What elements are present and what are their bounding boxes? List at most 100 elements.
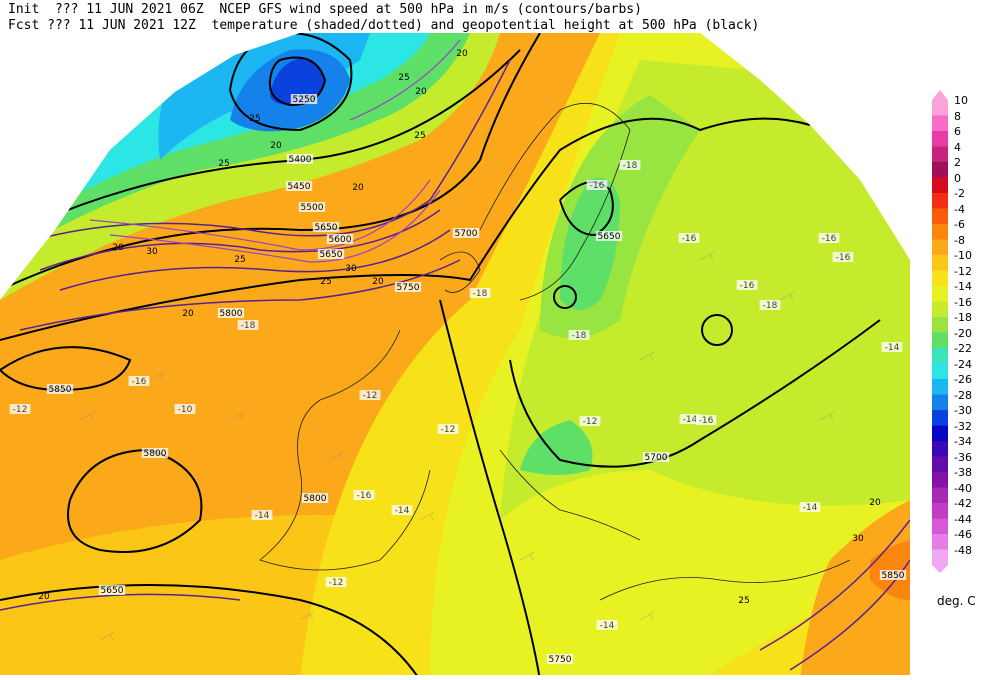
- colorbar-label: -4: [954, 202, 965, 216]
- temp-label: -12: [359, 390, 381, 401]
- height-label: 5800: [301, 493, 329, 504]
- temp-label: -16: [818, 233, 840, 244]
- height-label: 5650: [595, 231, 623, 242]
- svg-text:-14: -14: [395, 506, 410, 516]
- height-label: 5250: [290, 94, 318, 105]
- colorbar-units: deg. C: [937, 594, 976, 608]
- height-label: 5700: [452, 228, 480, 239]
- colorbar-label: -14: [954, 280, 972, 293]
- colorbar-swatch: [932, 115, 948, 131]
- svg-text:5650: 5650: [101, 586, 124, 596]
- svg-text:25: 25: [320, 277, 331, 287]
- temp-label: -16: [695, 415, 717, 426]
- svg-text:-16: -16: [822, 234, 837, 244]
- svg-text:5750: 5750: [549, 655, 572, 665]
- colorbar-swatch: [932, 193, 948, 209]
- svg-text:5650: 5650: [320, 250, 343, 260]
- svg-text:30: 30: [852, 534, 864, 544]
- svg-text:20: 20: [352, 183, 364, 193]
- colorbar-label: -32: [954, 419, 972, 433]
- temp-label: -10: [174, 404, 196, 415]
- colorbar-swatch: [932, 410, 948, 426]
- svg-text:-16: -16: [132, 377, 147, 387]
- wind-label: 20: [415, 87, 427, 97]
- svg-text:5800: 5800: [220, 309, 243, 319]
- svg-text:5650: 5650: [315, 223, 338, 233]
- svg-text:-18: -18: [623, 161, 638, 171]
- height-label: 5850: [879, 570, 907, 581]
- wind-label: 20: [456, 49, 468, 59]
- height-label: 5700: [642, 452, 670, 463]
- geopotential-contours: [0, 33, 881, 675]
- wind-label: 25: [398, 73, 409, 83]
- svg-text:-12: -12: [13, 405, 28, 415]
- colorbar-label: -48: [954, 543, 972, 557]
- wind-label: 30: [345, 264, 357, 274]
- height-label: 5650: [312, 222, 340, 233]
- temp-label: -16: [678, 233, 700, 244]
- svg-text:25: 25: [249, 114, 260, 124]
- svg-text:5850: 5850: [49, 385, 72, 395]
- colorbar-label: 8: [954, 109, 961, 123]
- temp-label: -12: [9, 404, 31, 415]
- svg-text:20: 20: [270, 141, 282, 151]
- wind-label: 25: [249, 114, 260, 124]
- temp-label: -14: [799, 502, 821, 513]
- height-label: 5750: [394, 282, 422, 293]
- temp-label: -18: [568, 330, 590, 341]
- colorbar-label: -38: [954, 466, 972, 479]
- colorbar-swatch: [932, 441, 948, 457]
- height-label: 5850: [46, 384, 74, 395]
- svg-text:-14: -14: [255, 511, 270, 521]
- temp-label: -14: [596, 620, 618, 631]
- temp-label: -16: [736, 280, 758, 291]
- colorbar-arrow-top: [932, 90, 948, 100]
- colorbar-swatch: [932, 146, 948, 162]
- height-label: 5650: [317, 249, 345, 260]
- colorbar-label: -36: [954, 450, 972, 464]
- svg-text:5700: 5700: [645, 453, 668, 463]
- temp-label: -14: [881, 342, 903, 353]
- svg-text:25: 25: [738, 596, 749, 606]
- colorbar-swatch: [932, 456, 948, 472]
- svg-text:-16: -16: [590, 181, 605, 191]
- header-init-line: Init ??? 11 JUN 2021 06Z NCEP GFS wind s…: [8, 2, 642, 17]
- wind-label: 25: [414, 131, 425, 141]
- svg-text:25: 25: [234, 255, 245, 265]
- colorbar-label: -2: [954, 187, 965, 200]
- svg-text:-16: -16: [699, 416, 714, 426]
- svg-text:-16: -16: [357, 491, 372, 501]
- wind-label: 20: [869, 498, 881, 508]
- temp-label: -18: [469, 288, 491, 299]
- wind-label: 30: [146, 247, 158, 257]
- wind-label: 25: [218, 159, 229, 169]
- svg-text:-14: -14: [803, 503, 818, 513]
- colorbar-swatch: [932, 208, 948, 224]
- wind-label: 25: [320, 277, 331, 287]
- colorbar-label: 6: [954, 125, 961, 138]
- wind-labels: 25 20 25 20 20 25 30 25 20 20 20 25 30 30 20 25 20 20 25: [38, 49, 881, 606]
- colorbar-label: 4: [954, 140, 961, 154]
- svg-text:30: 30: [345, 264, 357, 274]
- colorbar-label: -16: [954, 295, 972, 309]
- svg-text:20: 20: [38, 592, 50, 602]
- colorbar-swatch: [932, 239, 948, 255]
- coastlines: [259, 103, 851, 601]
- height-label: 5800: [141, 448, 169, 459]
- temp-label: -16: [832, 252, 854, 263]
- svg-text:-12: -12: [441, 425, 456, 435]
- colorbar-label: -10: [954, 249, 972, 262]
- temp-label: -16: [353, 490, 375, 501]
- colorbar-label: -40: [954, 481, 972, 495]
- wind-speed-contours-strong: [89, 39, 461, 263]
- colorbar-label: -6: [954, 218, 965, 231]
- colorbar-swatch: [932, 425, 948, 441]
- colorbar-label: -44: [954, 512, 972, 526]
- wind-label: 20: [182, 309, 194, 319]
- colorbar-swatch: [932, 394, 948, 410]
- colorbar-label: -46: [954, 528, 972, 541]
- svg-text:20: 20: [112, 243, 124, 253]
- colorbar-swatch: [932, 348, 948, 364]
- colorbar-label: 2: [954, 156, 961, 169]
- colorbar-swatch: [932, 518, 948, 534]
